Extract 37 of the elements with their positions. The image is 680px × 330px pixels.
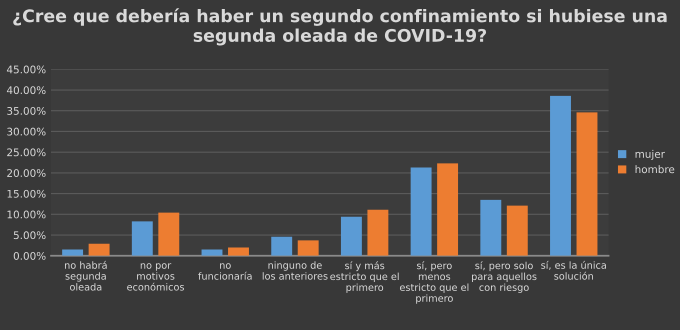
- bar: [132, 221, 153, 256]
- x-tick-label: no por motivos económicos: [127, 263, 184, 291]
- y-tick-label: 45.00%: [6, 66, 46, 74]
- bar: [62, 250, 84, 256]
- bar: [576, 112, 598, 256]
- x-tick-label: ninguno de los anteriores: [262, 261, 328, 280]
- x-tick-label: no funcionaría: [198, 263, 252, 280]
- bar: [228, 247, 249, 256]
- bar: [298, 240, 319, 256]
- legend-label: mujer: [636, 150, 665, 160]
- y-tick-label: 10.00%: [8, 210, 46, 218]
- bar: [367, 210, 388, 256]
- x-tick-label: sí, es la única solución: [541, 260, 606, 280]
- bar: [506, 206, 528, 256]
- x-tick-label: sí, pero menos estricto que el primero: [400, 261, 468, 304]
- bar: [88, 244, 110, 256]
- legend-label: hombre: [636, 165, 674, 174]
- y-tick-label: 35.00%: [7, 106, 46, 115]
- bar: [410, 167, 432, 256]
- chart-title: ¿Cree que debería haber un segundo confinamiento si hubiese una segunda oleada de COVID-19?: [13, 8, 667, 46]
- bar: [480, 200, 502, 256]
- x-tick-label: sí y más estricto que el primero: [330, 261, 399, 293]
- bar: [158, 212, 180, 256]
- bar: [202, 250, 222, 256]
- bar: [271, 236, 292, 256]
- bar: [437, 163, 458, 256]
- y-tick-label: 30.00%: [7, 128, 46, 136]
- y-tick-label: 5.00%: [14, 231, 46, 240]
- y-tick-label: 15.00%: [8, 190, 46, 198]
- x-tick-label: sí, pero solo para aquellos con riesgo: [472, 261, 537, 293]
- bar: [340, 216, 362, 256]
- x-tick-label: no habrá segunda oleada: [65, 260, 107, 291]
- y-tick-label: 25.00%: [7, 148, 46, 156]
- bar: [550, 96, 571, 256]
- y-tick-label: 40.00%: [6, 86, 46, 94]
- y-tick-label: 20.00%: [7, 169, 46, 177]
- y-tick-label: 0.00%: [14, 252, 46, 260]
